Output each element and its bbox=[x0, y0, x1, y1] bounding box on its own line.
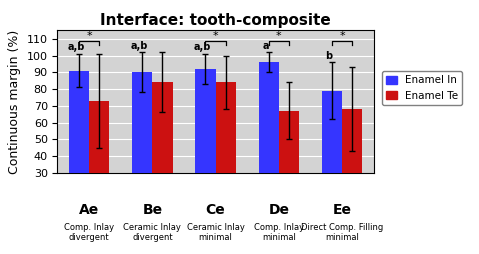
Bar bbox=[322, 91, 342, 223]
Legend: Enamel In, Enamel Te: Enamel In, Enamel Te bbox=[382, 71, 462, 105]
Text: *: * bbox=[276, 31, 282, 41]
Text: De: De bbox=[268, 203, 289, 217]
Text: *: * bbox=[86, 31, 92, 41]
Bar bbox=[259, 62, 279, 223]
Text: *: * bbox=[339, 31, 345, 41]
Text: Ae: Ae bbox=[79, 203, 99, 217]
Bar bbox=[132, 72, 152, 223]
Title: Interface: tooth-composite: Interface: tooth-composite bbox=[100, 13, 331, 28]
Bar bbox=[89, 101, 109, 223]
Text: b: b bbox=[325, 51, 332, 61]
Bar bbox=[69, 71, 89, 223]
Y-axis label: Continuous margin (%): Continuous margin (%) bbox=[8, 29, 21, 174]
Text: Ee: Ee bbox=[332, 203, 352, 217]
Text: Ceramic Inlay
divergent: Ceramic Inlay divergent bbox=[124, 223, 181, 242]
Bar bbox=[216, 82, 236, 223]
Text: a,b: a,b bbox=[130, 41, 148, 51]
Text: a: a bbox=[262, 41, 269, 51]
Bar bbox=[195, 69, 216, 223]
Text: Comp. Inlay
minimal: Comp. Inlay minimal bbox=[254, 223, 304, 242]
Text: Ceramic Inlay
minimal: Ceramic Inlay minimal bbox=[187, 223, 244, 242]
Text: Ce: Ce bbox=[205, 203, 226, 217]
Text: a,b: a,b bbox=[67, 42, 84, 52]
Text: *: * bbox=[213, 31, 218, 41]
Text: a,b: a,b bbox=[194, 42, 211, 52]
Text: Comp. Inlay
divergent: Comp. Inlay divergent bbox=[64, 223, 114, 242]
Bar bbox=[279, 111, 299, 223]
Text: Direct Comp. Filling
minimal: Direct Comp. Filling minimal bbox=[301, 223, 383, 242]
Bar bbox=[152, 82, 172, 223]
Bar bbox=[342, 109, 362, 223]
Text: Be: Be bbox=[142, 203, 162, 217]
